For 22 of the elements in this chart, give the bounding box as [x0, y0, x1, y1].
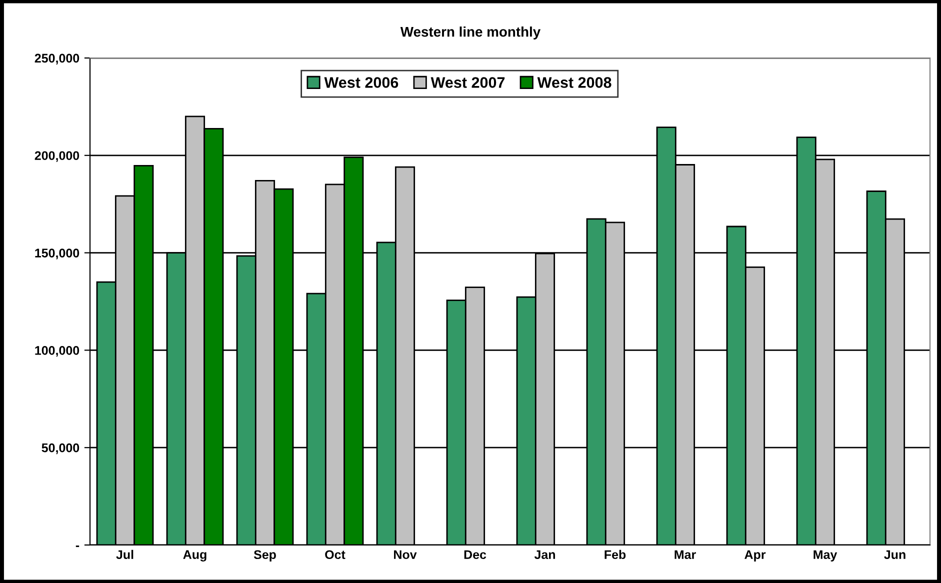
- y-tick-label: 150,000: [35, 248, 80, 260]
- x-tick-label: Mar: [674, 550, 696, 560]
- y-tick-label: 250,000: [34, 54, 80, 64]
- x-tick-label: Apr: [744, 550, 766, 562]
- x-tick-label: Dec: [464, 550, 486, 560]
- y-tick-label: 100,000: [35, 346, 80, 357]
- x-tick-label: Aug: [183, 550, 206, 562]
- y-tick-label: 50,000: [42, 443, 80, 454]
- chart-title: Western line monthly: [400, 26, 541, 40]
- x-tick-label: Jul: [116, 550, 134, 560]
- x-tick-label: Nov: [394, 550, 417, 560]
- x-tick-label: Feb: [604, 550, 626, 560]
- legend-label: West 2006: [324, 77, 398, 88]
- x-tick-label: Oct: [325, 550, 346, 560]
- x-tick-label: Jan: [534, 550, 555, 560]
- y-tick-label: -: [76, 546, 80, 548]
- legend-label: West 2007: [430, 77, 505, 88]
- x-tick-label: May: [814, 550, 838, 562]
- x-tick-label: Jun: [884, 550, 906, 560]
- x-tick-label: Sep: [254, 550, 276, 562]
- legend-label: West 2008: [537, 77, 612, 88]
- y-tick-label: 200,000: [34, 151, 80, 162]
